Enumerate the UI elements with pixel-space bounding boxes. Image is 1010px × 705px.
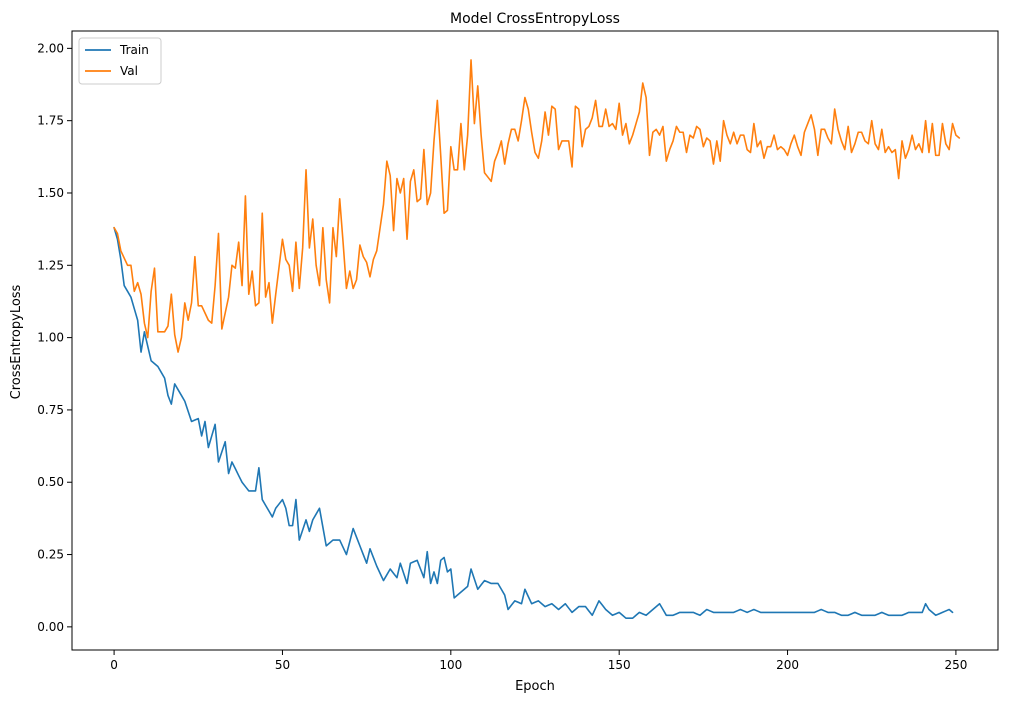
x-tick-label: 250 bbox=[944, 658, 967, 672]
plot-area bbox=[113, 59, 961, 619]
y-tick-label: 2.00 bbox=[37, 41, 64, 55]
legend-label-train: Train bbox=[119, 43, 149, 57]
legend-label-val: Val bbox=[120, 64, 138, 78]
x-tick-label: 150 bbox=[608, 658, 631, 672]
x-tick-label: 0 bbox=[110, 658, 118, 672]
y-tick-label: 1.00 bbox=[37, 331, 64, 345]
y-tick-label: 0.25 bbox=[37, 548, 64, 562]
axes-border bbox=[71, 30, 999, 651]
series-line-train bbox=[113, 226, 954, 619]
series-line-val bbox=[113, 59, 961, 353]
x-tick-label: 100 bbox=[439, 658, 462, 672]
x-tick-label: 50 bbox=[275, 658, 290, 672]
x-axis-label: Epoch bbox=[515, 679, 555, 694]
y-tick-label: 0.50 bbox=[37, 475, 64, 489]
y-axis: 0.00 0.25 0.50 0.75 1.00 1.25 1.50 1.75 2.00 bbox=[37, 41, 72, 634]
legend: Train Val bbox=[78, 37, 162, 85]
x-tick-label: 200 bbox=[776, 658, 799, 672]
y-tick-label: 0.75 bbox=[37, 403, 64, 417]
y-tick-label: 1.25 bbox=[37, 258, 64, 272]
y-tick-label: 1.75 bbox=[37, 114, 64, 128]
y-tick-label: 1.50 bbox=[37, 186, 64, 200]
axes-frame bbox=[71, 30, 999, 651]
x-axis: 0 50 100 150 200 250 bbox=[110, 650, 967, 672]
y-axis-label: CrossEntropyLoss bbox=[9, 284, 24, 399]
y-tick-label: 0.00 bbox=[37, 620, 64, 634]
chart-title: Model CrossEntropyLoss bbox=[450, 11, 620, 27]
